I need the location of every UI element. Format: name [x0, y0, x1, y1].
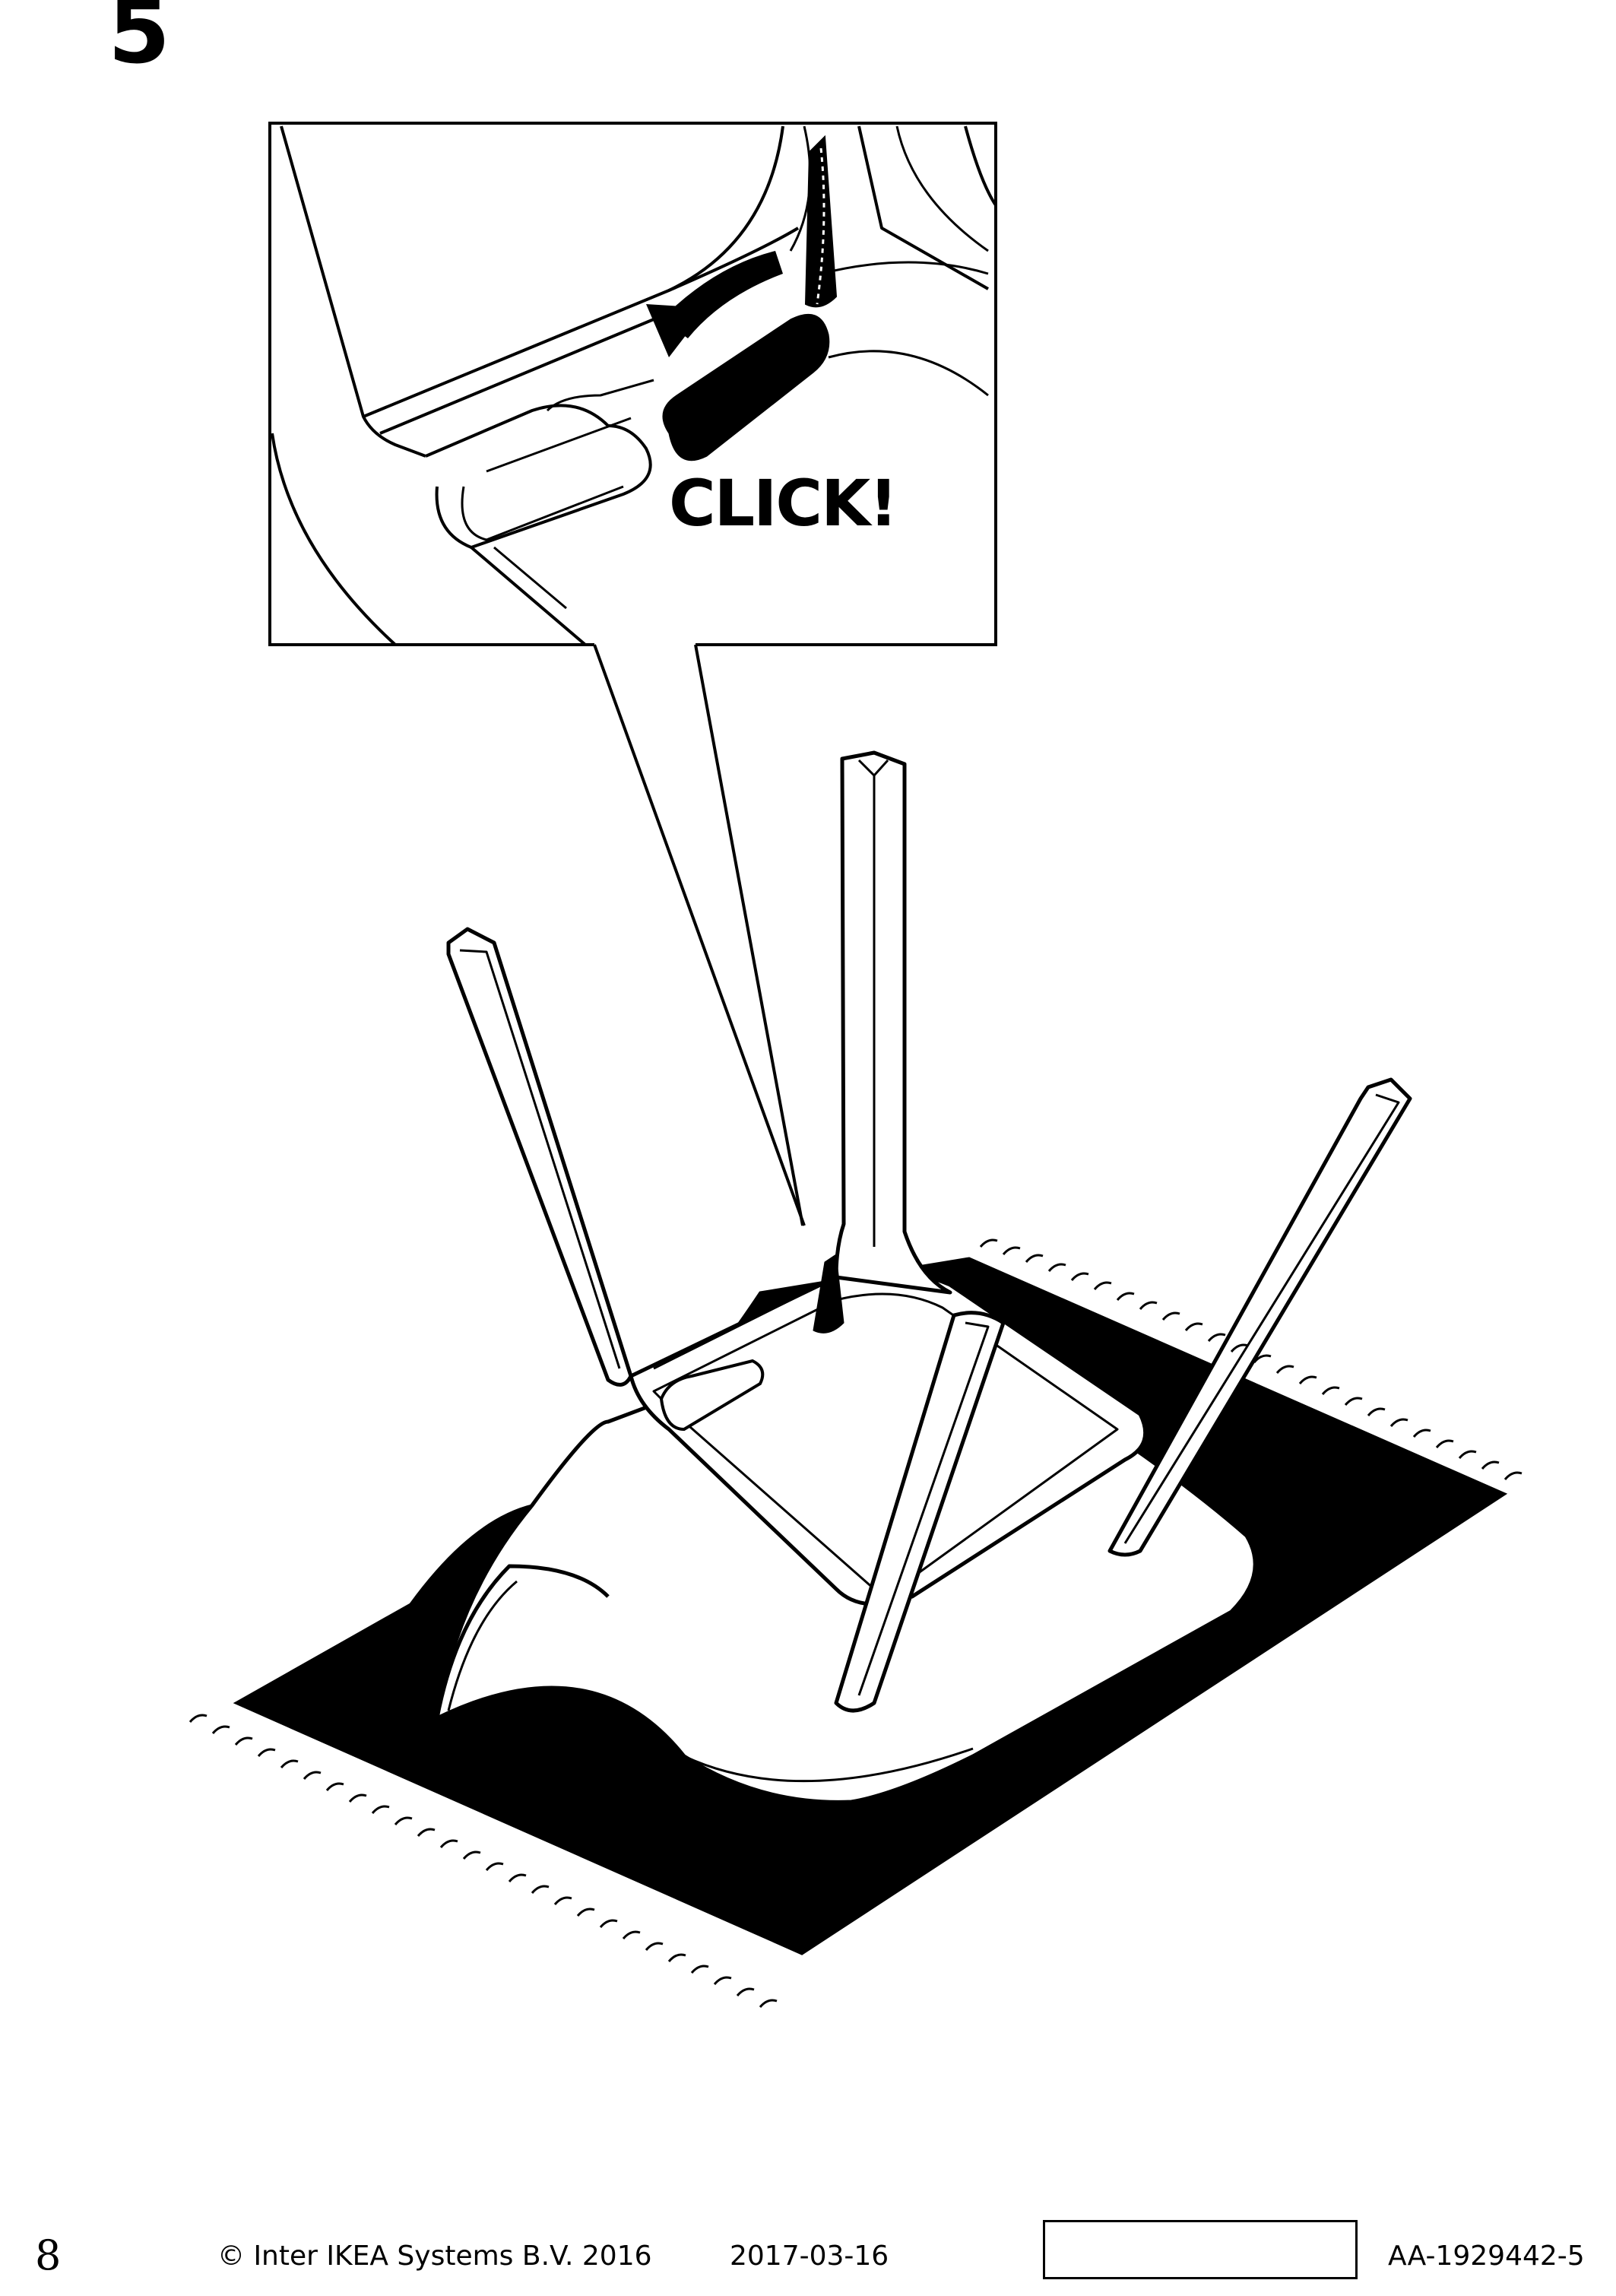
step-number: 5 — [108, 0, 171, 84]
blank-label-box — [1043, 2220, 1358, 2279]
print-date: 2017-03-16 — [730, 2241, 889, 2272]
document-code: AA-1929442-5 — [1388, 2241, 1585, 2272]
click-callout: CLICK! — [669, 466, 898, 541]
detail-zoom-frame — [268, 122, 997, 1226]
detail-chair-closeup — [271, 125, 997, 646]
plastic-clip-part — [662, 135, 838, 461]
chair — [435, 1269, 1257, 1804]
chair-legs — [446, 750, 1412, 1713]
installed-clip — [659, 1254, 844, 1432]
page-number: 8 — [35, 2231, 62, 2279]
copyright-notice: © Inter IKEA Systems B.V. 2016 — [217, 2241, 652, 2272]
rug-fringe — [189, 1238, 1523, 2008]
rotate-arrow-icon — [646, 251, 783, 357]
